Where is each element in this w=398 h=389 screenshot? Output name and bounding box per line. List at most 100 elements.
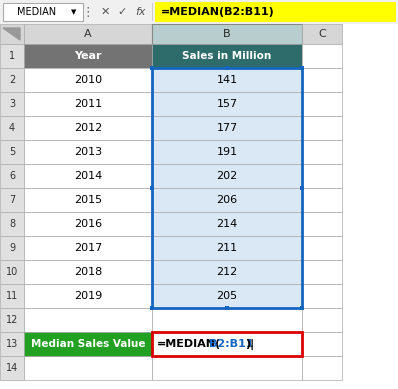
Bar xyxy=(24,284,152,308)
Text: 2010: 2010 xyxy=(74,75,102,85)
Text: 8: 8 xyxy=(9,219,15,229)
Bar xyxy=(0,0,398,24)
Text: 2012: 2012 xyxy=(74,123,102,133)
Bar xyxy=(24,116,152,140)
Bar xyxy=(225,306,229,310)
Bar xyxy=(225,66,229,70)
Bar xyxy=(152,308,302,332)
Bar xyxy=(3,3,83,21)
Text: 2018: 2018 xyxy=(74,267,102,277)
Bar xyxy=(302,188,342,212)
Bar xyxy=(0,24,24,44)
Text: 202: 202 xyxy=(217,171,238,181)
Bar xyxy=(152,356,302,380)
Text: ⋮: ⋮ xyxy=(82,5,94,19)
Bar xyxy=(152,140,302,164)
Bar xyxy=(0,188,24,212)
Bar xyxy=(24,92,152,116)
Bar xyxy=(0,116,24,140)
Text: 4: 4 xyxy=(9,123,15,133)
Bar xyxy=(152,3,153,21)
Bar xyxy=(0,164,24,188)
Text: 191: 191 xyxy=(217,147,238,157)
Bar xyxy=(0,332,24,356)
Bar xyxy=(24,332,152,356)
Bar xyxy=(302,44,342,68)
Text: 206: 206 xyxy=(217,195,238,205)
Bar xyxy=(152,68,302,308)
Text: 14: 14 xyxy=(6,363,18,373)
Text: 157: 157 xyxy=(217,99,238,109)
Bar xyxy=(152,116,302,140)
Bar xyxy=(302,260,342,284)
Bar xyxy=(152,164,302,188)
Bar xyxy=(150,306,154,310)
Bar xyxy=(302,92,342,116)
Bar xyxy=(24,212,152,236)
Bar xyxy=(152,24,302,44)
Text: ✓: ✓ xyxy=(117,7,127,17)
Text: 2015: 2015 xyxy=(74,195,102,205)
Text: ✕: ✕ xyxy=(100,7,110,17)
Bar xyxy=(152,332,302,356)
Bar xyxy=(24,356,152,380)
Text: 6: 6 xyxy=(9,171,15,181)
Bar xyxy=(24,24,152,44)
Bar xyxy=(300,306,304,310)
Bar xyxy=(24,236,152,260)
Bar xyxy=(302,236,342,260)
Bar xyxy=(152,332,302,356)
Text: 12: 12 xyxy=(6,315,18,325)
Bar xyxy=(0,356,24,380)
Text: B: B xyxy=(223,29,231,39)
Text: 212: 212 xyxy=(217,267,238,277)
Bar xyxy=(302,308,342,332)
Bar xyxy=(150,66,154,70)
Bar xyxy=(24,188,152,212)
Text: 2014: 2014 xyxy=(74,171,102,181)
Bar xyxy=(152,68,302,92)
Bar xyxy=(0,236,24,260)
Text: fx: fx xyxy=(135,7,145,17)
Bar xyxy=(302,68,342,92)
Bar xyxy=(24,164,152,188)
Polygon shape xyxy=(3,28,20,40)
Text: B2:B11: B2:B11 xyxy=(209,339,254,349)
Text: 9: 9 xyxy=(9,243,15,253)
Bar xyxy=(150,186,154,190)
Text: 2017: 2017 xyxy=(74,243,102,253)
Bar xyxy=(24,68,152,92)
Text: 3: 3 xyxy=(9,99,15,109)
Bar xyxy=(152,212,302,236)
Text: 11: 11 xyxy=(6,291,18,301)
Bar xyxy=(24,44,152,68)
Bar xyxy=(152,284,302,308)
Text: )|: )| xyxy=(245,338,254,349)
Text: 1: 1 xyxy=(9,51,15,61)
Bar xyxy=(302,284,342,308)
Text: 13: 13 xyxy=(6,339,18,349)
Bar xyxy=(152,260,302,284)
Text: 2013: 2013 xyxy=(74,147,102,157)
Bar xyxy=(302,356,342,380)
Text: 2011: 2011 xyxy=(74,99,102,109)
Text: MEDIAN: MEDIAN xyxy=(17,7,56,17)
Bar xyxy=(0,308,24,332)
Text: Year: Year xyxy=(74,51,102,61)
Text: =MEDIAN(: =MEDIAN( xyxy=(157,339,221,349)
Bar xyxy=(0,284,24,308)
Bar xyxy=(302,116,342,140)
Bar xyxy=(302,332,342,356)
Bar xyxy=(0,260,24,284)
Text: Sales in Million: Sales in Million xyxy=(182,51,271,61)
Text: 2016: 2016 xyxy=(74,219,102,229)
Bar xyxy=(152,92,302,116)
Bar xyxy=(300,66,304,70)
Bar xyxy=(302,212,342,236)
Text: 2: 2 xyxy=(9,75,15,85)
Text: Median Sales Value: Median Sales Value xyxy=(31,339,145,349)
Bar xyxy=(152,236,302,260)
Bar xyxy=(152,188,302,212)
Text: C: C xyxy=(318,29,326,39)
Bar xyxy=(152,44,302,68)
